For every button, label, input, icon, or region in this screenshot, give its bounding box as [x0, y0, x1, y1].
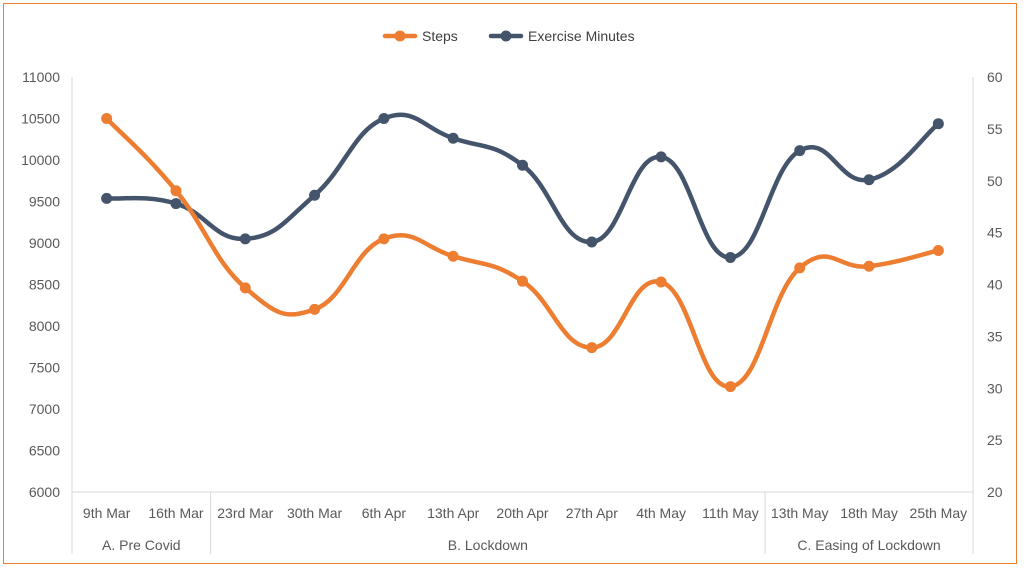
exercise-minutes-point	[794, 145, 806, 157]
steps-point	[655, 276, 667, 288]
x-tick-label: 13th May	[771, 505, 829, 521]
y-right-tick-label: 60	[987, 69, 1003, 85]
y-right-tick-label: 45	[987, 225, 1003, 241]
exercise-minutes-point	[101, 192, 113, 204]
y-left-tick-label: 11000	[22, 69, 60, 85]
steps-point	[101, 113, 113, 124]
exercise-minutes-point	[239, 233, 251, 245]
x-tick-label: 25th May	[910, 505, 968, 521]
steps-point	[724, 381, 736, 393]
legend-exercise-minutes-label: Exercise Minutes	[528, 28, 635, 44]
exercise-minutes-point	[378, 113, 390, 124]
exercise-minutes-point	[586, 236, 598, 248]
legend-exercise-minutes-marker	[500, 30, 512, 42]
exercise-minutes-point	[724, 252, 736, 264]
x-tick-label: 6th Apr	[362, 505, 407, 521]
x-tick-label: 18th May	[840, 505, 898, 521]
legend-steps-marker	[394, 30, 406, 42]
x-tick-label: 27th Apr	[566, 505, 618, 521]
y-left-tick-label: 9500	[29, 194, 60, 210]
y-right-tick-label: 55	[987, 121, 1003, 137]
x-tick-label: 20th Apr	[496, 505, 548, 521]
steps-point	[309, 303, 321, 315]
y-left-tick-label: 10000	[21, 152, 60, 168]
y-left-tick-label: 7000	[29, 401, 60, 417]
steps-point	[794, 262, 806, 274]
group-label: C. Easing of Lockdown	[797, 537, 940, 553]
exercise-minutes-line	[104, 112, 941, 260]
y-left-tick-label: 6000	[29, 484, 60, 500]
y-left-tick-label: 10500	[21, 111, 60, 127]
y-right-tick-label: 20	[987, 484, 1003, 500]
group-label: B. Lockdown	[448, 537, 528, 553]
y-right-tick-label: 40	[987, 277, 1003, 293]
y-left-tick-label: 9000	[29, 235, 60, 251]
steps-point	[586, 342, 598, 354]
steps-point	[447, 250, 459, 262]
y-right-tick-label: 25	[987, 432, 1003, 448]
axes: 6000 6500 7000 7500 8000 8500 9000 9500 10000 105…	[21, 69, 1003, 554]
steps-point	[517, 275, 528, 287]
y-left-tick-label: 8000	[29, 318, 60, 334]
steps-point	[932, 244, 944, 256]
x-tick-label: 11th May	[702, 505, 759, 521]
exercise-minutes-point	[655, 151, 667, 163]
exercise-minutes-point	[170, 198, 182, 210]
steps-point	[170, 185, 182, 197]
exercise-minutes-point	[863, 174, 875, 186]
y-right-tick-label: 30	[987, 380, 1003, 396]
y-right-tick-label: 35	[987, 328, 1003, 344]
steps-point	[378, 233, 390, 245]
series-layer	[101, 112, 944, 393]
steps-point	[239, 282, 251, 294]
steps-point	[863, 260, 875, 272]
x-tick-label: 30th Mar	[287, 505, 343, 521]
x-tick-label: 9th Mar	[83, 505, 131, 521]
x-tick-label: 4th May	[636, 505, 686, 521]
y-left-tick-label: 6500	[29, 443, 60, 459]
exercise-minutes-point	[932, 118, 944, 130]
exercise-minutes-point	[517, 159, 528, 171]
legend-steps-label: Steps	[422, 28, 458, 44]
x-tick-label: 16th Mar	[148, 505, 204, 521]
y-left-tick-label: 7500	[29, 360, 60, 376]
exercise-minutes-point	[447, 132, 459, 144]
y-right-tick-label: 50	[987, 173, 1003, 189]
exercise-minutes-point	[309, 189, 321, 201]
x-tick-label: 23rd Mar	[217, 505, 273, 521]
legend: Steps Exercise Minutes	[382, 28, 635, 44]
y-left-tick-label: 8500	[29, 277, 60, 293]
chart-frame	[3, 3, 1017, 564]
group-label: A. Pre Covid	[102, 537, 181, 553]
x-tick-label: 13th Apr	[427, 505, 479, 521]
steps-line	[104, 116, 941, 389]
